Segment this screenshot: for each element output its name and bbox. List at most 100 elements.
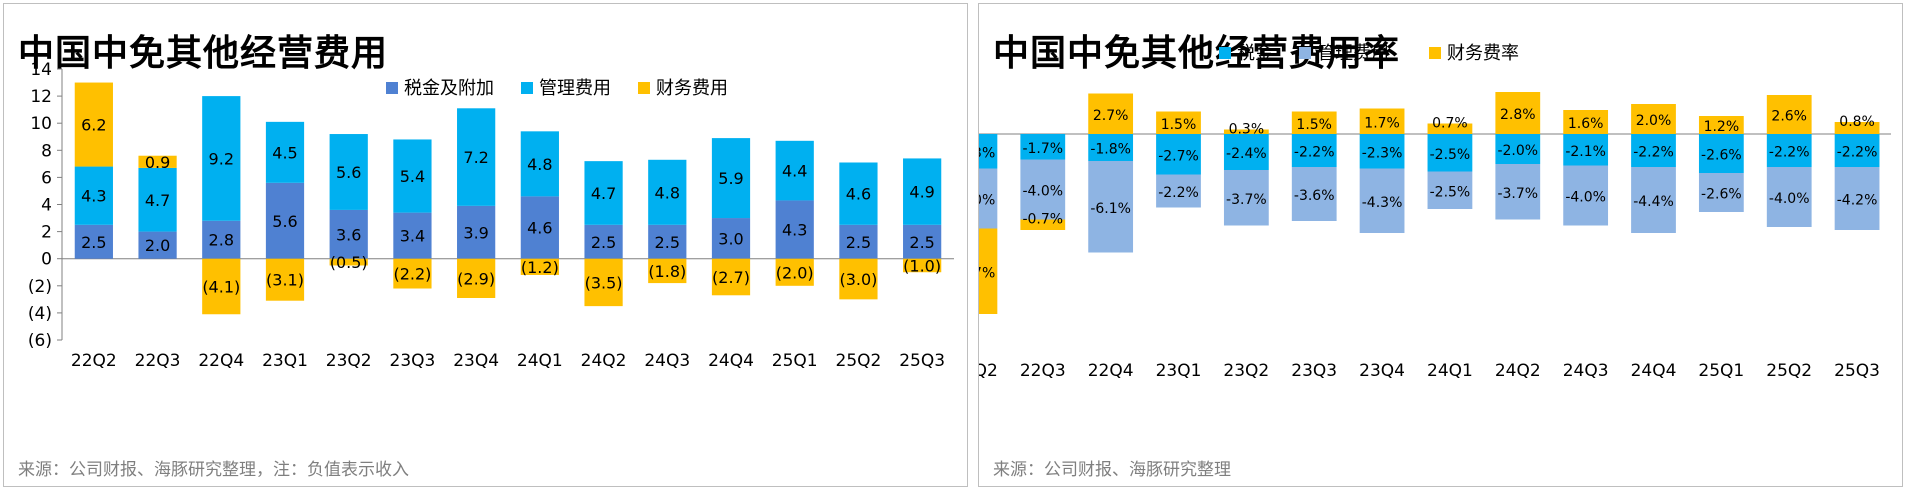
data-label: -4.3% — [1362, 195, 1403, 211]
bar-mgmt-22Q4 — [202, 96, 241, 221]
x-tick-label: 25Q2 — [836, 351, 882, 371]
y-tick-label: 4 — [41, 196, 52, 216]
data-label: 2.8% — [1500, 107, 1536, 123]
bar-fin-22Q3 — [138, 155, 177, 168]
y-tick-label: 14 — [30, 60, 52, 80]
data-label: 2.5 — [655, 233, 680, 252]
x-tick-label: 24Q4 — [708, 351, 754, 371]
x-tick-label: 24Q2 — [581, 351, 627, 371]
data-label: 2.7% — [1093, 108, 1129, 124]
data-label: 2.5 — [81, 233, 106, 252]
bar-fin-24Q1 — [520, 258, 559, 275]
data-label: (2.7) — [712, 268, 750, 287]
bar-tax-23Q3 — [1291, 134, 1337, 167]
data-label: 2.5 — [846, 233, 871, 252]
y-tick-label: 12 — [30, 87, 52, 107]
bar-tax-22Q3 — [138, 231, 177, 259]
y-tick-label: (6) — [28, 331, 52, 351]
data-label: 3.6 — [336, 225, 361, 244]
bar-fin-22Q3 — [1020, 219, 1066, 230]
data-label: -3.7% — [1226, 192, 1267, 208]
data-label: 4.7 — [145, 191, 170, 210]
source-note-left: 来源：公司财报、海豚研究整理，注：负值表示收入 — [18, 460, 409, 480]
data-label: (3.1) — [266, 271, 304, 290]
x-tick-label: 24Q4 — [1631, 361, 1677, 381]
bar-mgmt-22Q3 — [1020, 159, 1066, 220]
bar-tax-24Q1 — [520, 196, 559, 259]
y-tick-label: 6 — [41, 168, 52, 188]
x-tick-label: 24Q3 — [644, 351, 690, 371]
bar-mgmt-24Q1 — [520, 131, 559, 197]
x-tick-label: 23Q1 — [262, 351, 308, 371]
bar-fin-23Q3 — [393, 258, 432, 289]
data-label: 5.4 — [400, 167, 425, 186]
data-label: 4.3 — [81, 187, 106, 206]
x-tick-label: 24Q3 — [1563, 361, 1609, 381]
bar-mgmt-25Q3 — [1834, 167, 1880, 230]
data-label: -6.1% — [1090, 201, 1131, 217]
bar-fin-25Q1 — [775, 258, 814, 286]
data-label: -2.4% — [1226, 146, 1267, 162]
bar-fin-23Q3 — [1291, 111, 1337, 134]
data-label: 3.9 — [463, 223, 488, 242]
bar-fin-22Q4 — [1088, 93, 1134, 134]
data-label: -2.6% — [1701, 187, 1742, 203]
data-label: 4.8 — [655, 183, 680, 202]
data-label: -2.2% — [1294, 145, 1335, 161]
data-label: -3.6% — [1294, 188, 1335, 204]
y-tick-label: (2) — [28, 277, 52, 297]
bar-mgmt-24Q1 — [1427, 171, 1473, 209]
data-label: (4.1) — [202, 277, 240, 296]
bar-tax-24Q1 — [1427, 134, 1473, 172]
legend-swatch-mgmt — [521, 82, 533, 94]
data-label: 1.5% — [1161, 117, 1197, 133]
data-label: -4.0% — [1565, 190, 1606, 206]
legend-label-tax: 税金 — [1237, 43, 1273, 64]
legend-label-tax: 税金及附加 — [404, 78, 494, 99]
data-label: (2.0) — [776, 263, 814, 282]
bar-fin-23Q4 — [457, 258, 496, 298]
x-tick-label: 24Q2 — [1495, 361, 1541, 381]
data-label: 0.8% — [1839, 114, 1875, 130]
bar-tax-22Q4 — [202, 220, 241, 259]
chart-title-right: 中国中免其他经营费用率 — [993, 33, 1401, 74]
legend-swatch-tax — [386, 82, 398, 94]
data-label: -1.8% — [1090, 142, 1131, 158]
x-tick-label: 22Q4 — [1088, 361, 1134, 381]
data-label: 0.3% — [1229, 122, 1265, 138]
data-label: 4.8 — [527, 155, 552, 174]
y-tick-label: 10 — [30, 114, 52, 134]
data-label: (0.5) — [330, 253, 368, 272]
x-tick-label: 23Q3 — [390, 351, 436, 371]
bar-mgmt-23Q2 — [329, 134, 368, 210]
legend-label-mgmt: 管理费用 — [539, 78, 611, 99]
x-tick-label: 23Q4 — [1359, 361, 1405, 381]
bar-mgmt-25Q1 — [1698, 173, 1744, 212]
x-tick-label: 25Q1 — [772, 351, 818, 371]
bar-mgmt-22Q2 — [979, 168, 998, 229]
bar-mgmt-25Q3 — [903, 158, 942, 225]
bar-fin-24Q2 — [584, 258, 623, 307]
bar-tax-24Q4 — [1631, 134, 1676, 167]
data-label: (1.0) — [903, 256, 941, 275]
bar-mgmt-24Q2 — [584, 161, 623, 225]
bar-tax-25Q2 — [839, 224, 878, 259]
x-tick-label: 23Q3 — [1291, 361, 1337, 381]
legend-swatch-mgmt — [1299, 47, 1311, 59]
data-label: -4.2% — [1837, 193, 1878, 209]
x-tick-label: 23Q2 — [1223, 361, 1269, 381]
bar-fin-25Q2 — [1766, 95, 1812, 134]
bar-fin-23Q1 — [265, 258, 305, 301]
bar-tax-23Q2 — [1223, 134, 1269, 170]
bar-fin-25Q2 — [839, 258, 878, 300]
bar-tax-23Q1 — [265, 182, 305, 259]
bar-tax-25Q1 — [775, 200, 814, 259]
data-label: 4.9 — [909, 183, 934, 202]
bar-tax-24Q3 — [1563, 134, 1609, 166]
bar-mgmt-24Q2 — [1495, 164, 1541, 220]
data-label: 4.5 — [272, 143, 297, 162]
legend-label-fin: 财务费率 — [1447, 43, 1519, 64]
bar-mgmt-23Q3 — [393, 139, 432, 213]
bar-tax-23Q4 — [1359, 134, 1405, 169]
bar-mgmt-23Q3 — [1291, 167, 1337, 221]
